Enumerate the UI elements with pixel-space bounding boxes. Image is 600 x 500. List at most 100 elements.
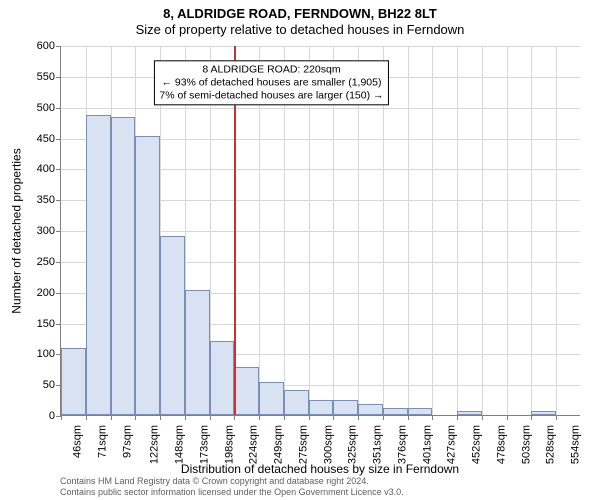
histogram-bar [383,408,408,415]
xtick-mark [531,415,532,420]
histogram-bar [309,400,334,415]
gridline-v [507,46,508,415]
histogram-bar [531,411,556,415]
ytick-mark [56,262,61,263]
annotation-box-line: 8 ALDRIDGE ROAD: 220sqm [159,63,383,76]
xtick-label: 503sqm [520,425,532,464]
xtick-label: 478sqm [496,425,508,464]
ytick-mark [56,231,61,232]
footer-line-1: Contains HM Land Registry data © Crown c… [60,476,580,487]
chart-title-subtitle: Size of property relative to detached ho… [0,22,600,37]
xtick-label: 198sqm [223,425,235,464]
ytick-mark [56,46,61,47]
ytick-label: 150 [37,318,55,330]
y-axis-label: Number of detached properties [10,46,24,416]
histogram-bar [86,115,111,415]
xtick-mark [432,415,433,420]
ytick-mark [56,324,61,325]
gridline-v [531,46,532,415]
ytick-label: 100 [37,348,55,360]
ytick-label: 600 [37,40,55,52]
xtick-mark [86,415,87,420]
xtick-mark [61,415,62,420]
xtick-label: 452sqm [471,425,483,464]
histogram-bar [284,390,309,415]
ytick-label: 350 [37,194,55,206]
xtick-mark [309,415,310,420]
histogram-bar [358,404,383,415]
annotation-box: 8 ALDRIDGE ROAD: 220sqm← 93% of detached… [154,60,388,105]
histogram-bar [259,382,284,415]
ytick-label: 250 [37,256,55,268]
xtick-label: 325sqm [347,425,359,464]
xtick-mark [259,415,260,420]
xtick-mark [210,415,211,420]
histogram-bar [333,400,358,415]
xtick-label: 528sqm [545,425,557,464]
ytick-mark [56,108,61,109]
ytick-mark [56,200,61,201]
ytick-label: 0 [49,410,55,422]
xtick-mark [482,415,483,420]
xtick-mark [333,415,334,420]
xtick-mark [383,415,384,420]
histogram-bar [185,290,210,415]
xtick-mark [135,415,136,420]
xtick-mark [284,415,285,420]
xtick-label: 275sqm [297,425,309,464]
histogram-bar [210,341,235,415]
xtick-label: 427sqm [446,425,458,464]
xtick-label: 224sqm [248,425,260,464]
chart-plot-area: 05010015020025030035040045050055060046sq… [60,46,580,416]
xtick-mark [457,415,458,420]
xtick-label: 97sqm [121,425,133,458]
ytick-label: 50 [43,379,55,391]
annotation-box-line: 7% of semi-detached houses are larger (1… [159,90,383,103]
ytick-label: 450 [37,133,55,145]
histogram-bar [160,236,185,415]
chart-title-address: 8, ALDRIDGE ROAD, FERNDOWN, BH22 8LT [0,6,600,21]
histogram-bar [408,408,433,415]
xtick-label: 71sqm [96,425,108,458]
annotation-box-line: ← 93% of detached houses are smaller (1,… [159,76,383,89]
xtick-label: 300sqm [322,425,334,464]
gridline-v [556,46,557,415]
x-axis-label: Distribution of detached houses by size … [60,462,580,476]
ytick-label: 550 [37,71,55,83]
ytick-label: 300 [37,225,55,237]
gridline-v [457,46,458,415]
xtick-mark [556,415,557,420]
ytick-label: 200 [37,287,55,299]
xtick-label: 148sqm [174,425,186,464]
xtick-mark [185,415,186,420]
ytick-mark [56,169,61,170]
xtick-label: 401sqm [421,425,433,464]
histogram-bar [457,411,482,415]
chart-footer: Contains HM Land Registry data © Crown c… [60,476,580,498]
ytick-mark [56,139,61,140]
histogram-bar [61,348,86,415]
histogram-bar [234,367,259,415]
gridline-h [61,108,580,109]
xtick-label: 173sqm [198,425,210,464]
ytick-mark [56,293,61,294]
xtick-mark [234,415,235,420]
xtick-mark [408,415,409,420]
gridline-v [432,46,433,415]
xtick-label: 376sqm [396,425,408,464]
xtick-mark [160,415,161,420]
gridline-v [408,46,409,415]
histogram-bar [111,117,136,415]
xtick-label: 122sqm [149,425,161,464]
gridline-v [482,46,483,415]
ytick-label: 500 [37,102,55,114]
histogram-bar [135,136,160,415]
xtick-label: 554sqm [570,425,582,464]
gridline-h [61,46,580,47]
xtick-mark [111,415,112,420]
xtick-mark [507,415,508,420]
xtick-label: 46sqm [72,425,84,458]
xtick-mark [358,415,359,420]
ytick-mark [56,77,61,78]
xtick-label: 351sqm [372,425,384,464]
